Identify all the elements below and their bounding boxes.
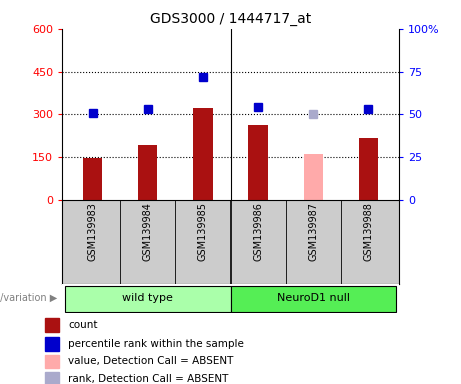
- Text: GSM139985: GSM139985: [198, 202, 208, 261]
- Bar: [45, 318, 59, 332]
- Bar: [45, 372, 59, 384]
- Text: genotype/variation ▶: genotype/variation ▶: [0, 293, 58, 303]
- Text: NeuroD1 null: NeuroD1 null: [277, 293, 350, 303]
- Text: GSM139986: GSM139986: [253, 202, 263, 261]
- Text: percentile rank within the sample: percentile rank within the sample: [68, 339, 244, 349]
- Bar: [65, 286, 230, 311]
- Text: count: count: [68, 320, 97, 330]
- Text: rank, Detection Call = ABSENT: rank, Detection Call = ABSENT: [68, 374, 228, 384]
- Bar: [359, 139, 378, 200]
- Bar: [193, 108, 213, 200]
- Bar: [83, 158, 102, 200]
- Title: GDS3000 / 1444717_at: GDS3000 / 1444717_at: [150, 12, 311, 26]
- Text: GSM139984: GSM139984: [143, 202, 153, 261]
- Bar: [230, 286, 396, 311]
- Bar: [248, 125, 268, 200]
- Text: GSM139987: GSM139987: [308, 202, 318, 261]
- Bar: [138, 145, 157, 200]
- Text: wild type: wild type: [122, 293, 173, 303]
- Bar: [45, 337, 59, 351]
- Bar: [45, 355, 59, 368]
- Text: GSM139988: GSM139988: [363, 202, 373, 261]
- Text: GSM139983: GSM139983: [88, 202, 98, 261]
- Bar: [304, 154, 323, 200]
- Text: value, Detection Call = ABSENT: value, Detection Call = ABSENT: [68, 356, 233, 366]
